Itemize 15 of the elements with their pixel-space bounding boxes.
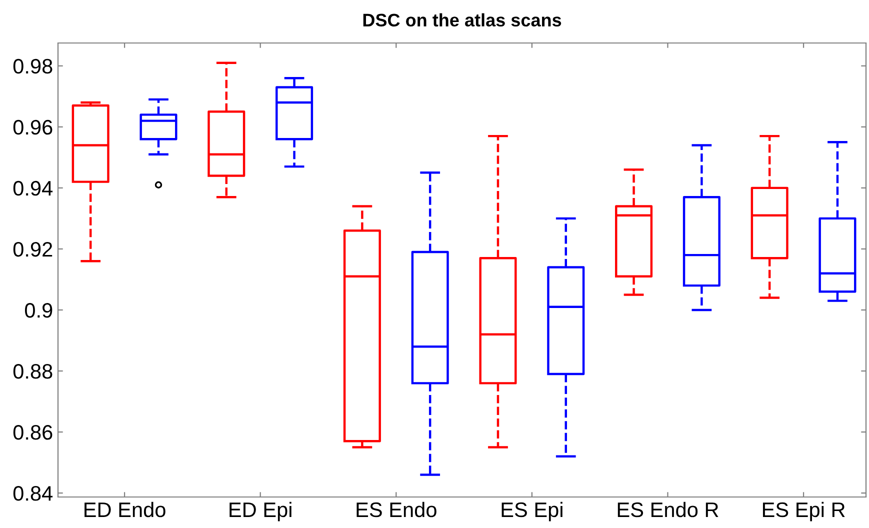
y-tick-label: 0.88 — [13, 364, 52, 379]
chart-title: DSC on the atlas scans — [363, 13, 562, 27]
y-tick-label: 0.84 — [13, 486, 53, 501]
x-tick-label: ES Epi R — [762, 502, 845, 522]
y-tick-label: 0.92 — [13, 242, 52, 257]
y-tick-label: 0.96 — [13, 120, 52, 135]
x-tick-label: ES Endo — [356, 502, 436, 518]
x-tick-label: ES Epi — [502, 502, 562, 522]
x-tick-label: ED Epi — [230, 502, 292, 522]
x-tick-label: ES Endo R — [618, 502, 718, 518]
x-tick-label: ED Endo — [84, 502, 166, 518]
y-tick-label: 0.86 — [13, 425, 52, 440]
y-tick-label: 0.98 — [13, 58, 52, 74]
y-tick-label: 0.94 — [13, 180, 53, 196]
y-tick-label: 0.9 — [24, 302, 52, 318]
